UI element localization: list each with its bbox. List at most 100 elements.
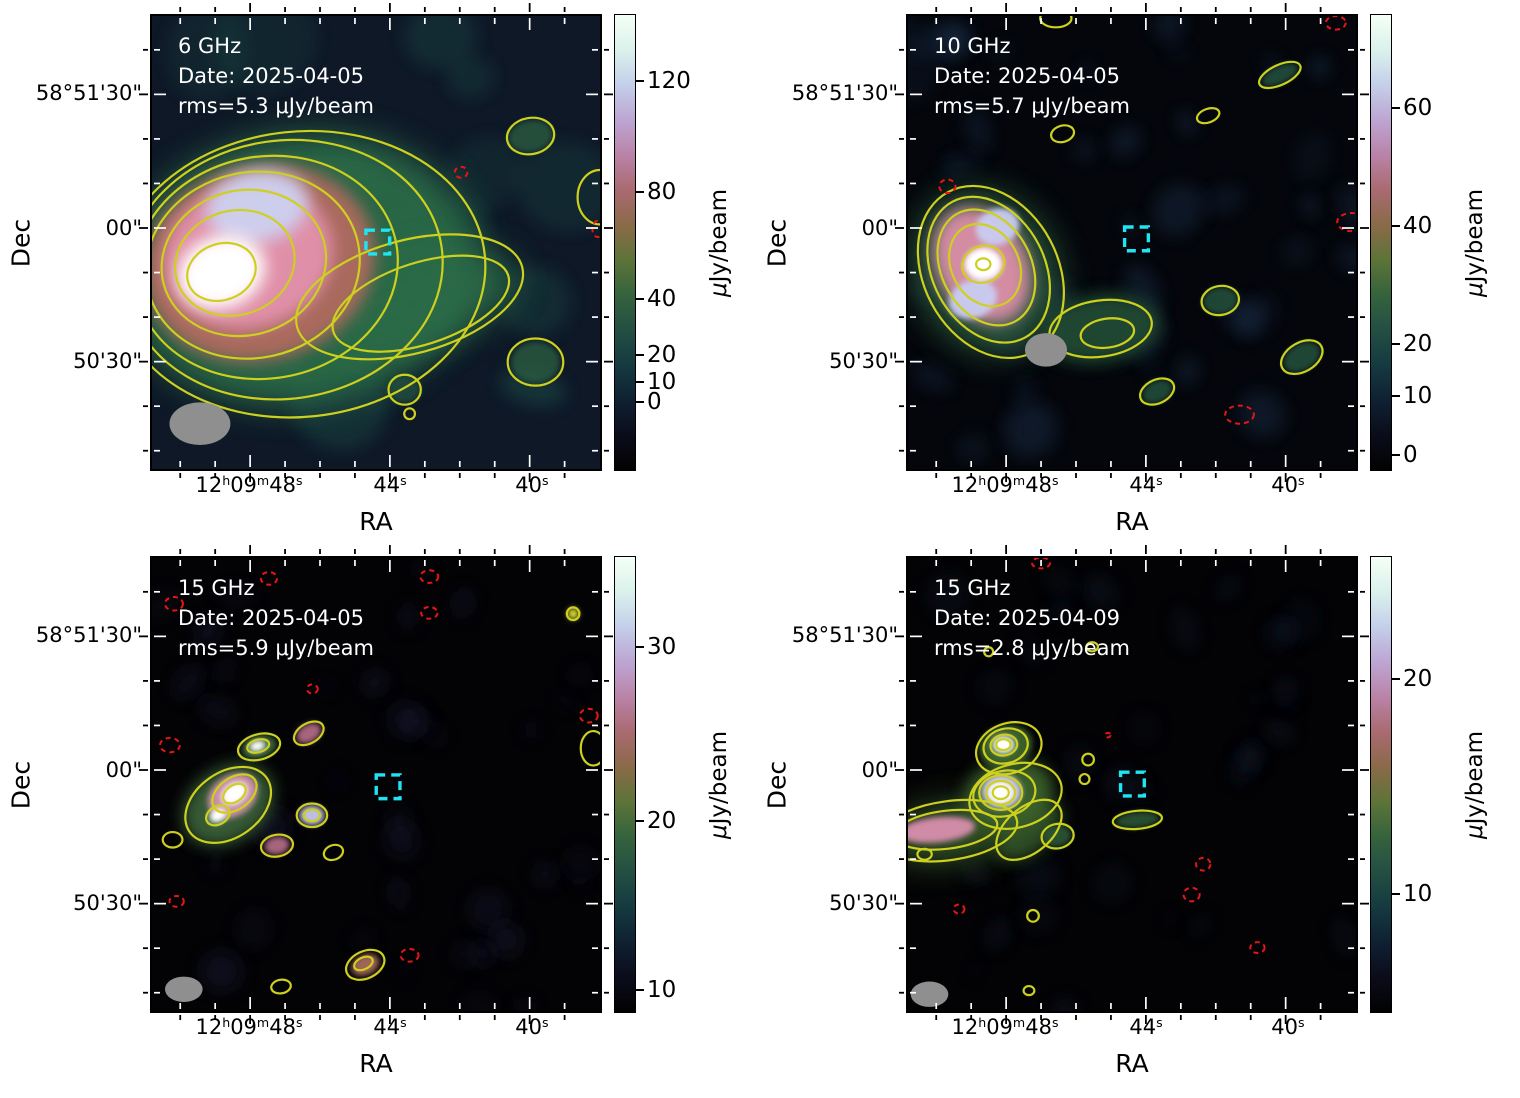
colorbar-tick-label: 10: [1403, 881, 1433, 908]
noise-blob: [1274, 679, 1297, 704]
map-annotations: 10 GHz Date: 2025-04-05 rms=5.7 μJy/beam: [934, 32, 1130, 121]
rms-label: rms=2.8 μJy/beam: [934, 635, 1130, 660]
y-tick-label: 58°51'30": [35, 81, 142, 106]
colorbar-tick-label: 20: [647, 341, 677, 368]
noise-blob: [1238, 741, 1266, 770]
contour-line: [991, 785, 1010, 801]
contour-line: [916, 847, 933, 861]
contour-line: [579, 729, 600, 767]
contour-line: [1195, 107, 1221, 125]
dec-axis-label-box: Dec: [760, 14, 794, 471]
colorbar-unit-label: μJy/beam: [706, 730, 732, 839]
colorbar-tick: [1392, 343, 1400, 346]
colorbar-tick-labels: 20 10: [1392, 556, 1454, 1013]
panel-cell-6ghz: Dec 58°51'30" 00" 50'30" 6 GHz Date: 2025-…: [4, 3, 760, 554]
map-annotations: 15 GHz Date: 2025-04-09 rms=2.8 μJy/beam: [934, 574, 1130, 663]
noise-blob: [574, 871, 586, 891]
emission-glow: [206, 169, 309, 244]
y-tick-label: 00": [105, 215, 142, 240]
noise-blob: [1301, 193, 1319, 219]
colorbar-tick-label: 40: [1403, 213, 1433, 240]
noise-blob: [986, 919, 1010, 950]
radio-map: [895, 545, 1369, 1024]
emission-glow: [1141, 379, 1173, 404]
noise-blob: [911, 363, 953, 391]
contour-line: [302, 808, 322, 823]
colorbar: [614, 556, 636, 1013]
colorbar-tick-label: 120: [647, 67, 691, 94]
contour-line: [926, 195, 1051, 344]
y-tick-label: 00": [105, 757, 142, 782]
contour-line: [1026, 908, 1040, 923]
noise-blob: [1216, 576, 1240, 600]
noise-blob: [1043, 568, 1079, 599]
dec-axis-label: Dec: [762, 760, 792, 809]
noise-blob: [445, 136, 526, 210]
colorbar: [1370, 14, 1392, 471]
ra-axis-label: RA: [359, 507, 393, 536]
contour-line: [1022, 984, 1036, 997]
contour-line: [908, 798, 1019, 863]
colorbar-tick-label: 20: [1403, 666, 1433, 693]
contour-line: [1081, 752, 1096, 767]
noise-blob: [1171, 607, 1199, 651]
colorbar: [614, 14, 636, 471]
radio-map: [895, 3, 1369, 482]
colorbar-tick: [636, 297, 644, 300]
contour-line: [961, 244, 1006, 284]
contour-line: [1040, 822, 1075, 850]
noise-blob: [1309, 56, 1331, 79]
contour-line: [152, 154, 399, 381]
noise-blob: [399, 604, 416, 630]
noise-blob: [216, 585, 257, 610]
noise-blob: [387, 803, 412, 841]
noise-blob: [940, 158, 962, 180]
emission-glow: [508, 119, 553, 153]
emission-glow: [567, 608, 579, 620]
contour-line: [295, 802, 329, 829]
negative-contour: [259, 571, 278, 586]
colorbar-tick: [1392, 893, 1400, 896]
noise-blob: [1079, 63, 1095, 80]
colorbar-tick-label: 20: [1403, 331, 1433, 358]
colorbar-tick: [636, 989, 644, 992]
negative-contour: [1031, 558, 1052, 570]
noise-blob: [564, 847, 597, 880]
noise-blob: [1093, 863, 1132, 903]
x-tick-label: 40s: [515, 1015, 549, 1039]
emission-glow: [296, 722, 322, 744]
colorbar-tick: [636, 353, 644, 356]
contour-line: [295, 233, 525, 361]
colorbar-tick-label: 10: [1403, 383, 1433, 410]
noise-blob: [199, 695, 236, 726]
emission-glow: [1040, 293, 1161, 364]
negative-contour: [1324, 16, 1347, 31]
x-tick-labels: 12h09m48s 44s 40s: [906, 471, 1358, 507]
colorbar-tick: [1392, 678, 1400, 681]
noise-blob: [956, 434, 989, 463]
contour-line: [270, 978, 292, 995]
noise-blob: [452, 941, 478, 967]
noise-blob: [1250, 691, 1266, 706]
colorbar-gap: [602, 556, 614, 1013]
noise-blob: [452, 589, 474, 617]
contour-line: [936, 208, 1037, 327]
x-tick-label: 12h09m48s: [195, 473, 303, 497]
noise-blob: [460, 994, 500, 1011]
noise-blob: [446, 56, 495, 99]
contour-line: [1039, 16, 1073, 29]
negative-contour: [1182, 886, 1201, 903]
radio-map: [139, 545, 613, 1024]
noise-blob: [1049, 601, 1070, 620]
noise-blob: [351, 928, 375, 950]
x-tick-labels: 12h09m48s 44s 40s: [150, 1013, 602, 1049]
noise-blob: [1014, 378, 1036, 403]
contour-line: [1200, 284, 1241, 317]
radio-map: [139, 3, 613, 482]
noise-blob: [331, 774, 344, 787]
noise-blob: [1164, 911, 1175, 929]
dec-axis-label: Dec: [6, 760, 36, 809]
map-annotations: 6 GHz Date: 2025-04-05 rms=5.3 μJy/beam: [178, 32, 374, 121]
frequency-label: 6 GHz: [178, 34, 242, 58]
y-tick-label: 50'30": [829, 890, 898, 915]
